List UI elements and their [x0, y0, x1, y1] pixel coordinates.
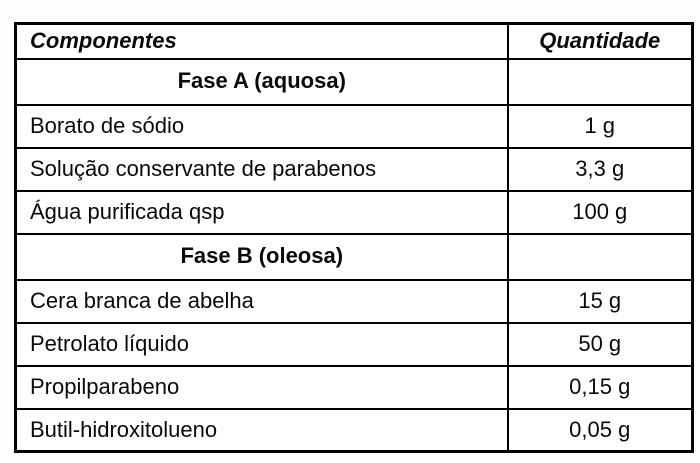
quantity-value: 3,3 g [506, 146, 694, 192]
phase-section-row: Fase A (aquosa) [14, 57, 694, 106]
table-body: Fase A (aquosa) Borato de sódio 1 g Solução… [14, 57, 694, 453]
table-header-row: Componentes Quantidade [14, 22, 694, 60]
empty-quantity-cell [506, 57, 694, 106]
table-row: Solução conservante de parabenos 3,3 g [14, 146, 694, 192]
formulation-table: Componentes Quantidade Fase A (aquosa) Bo… [14, 22, 694, 453]
component-name: Água purificada qsp [14, 189, 509, 235]
quantity-value: 0,15 g [506, 364, 694, 410]
quantity-value: 15 g [506, 278, 694, 324]
component-name: Cera branca de abelha [14, 278, 509, 324]
phase-section-label: Fase A (aquosa) [14, 57, 509, 106]
table-row: Butil-hidroxitolueno 0,05 g [14, 407, 694, 453]
quantity-value: 1 g [506, 103, 694, 149]
component-name: Butil-hidroxitolueno [14, 407, 509, 453]
quantity-value: 0,05 g [506, 407, 694, 453]
component-name: Propilparabeno [14, 364, 509, 410]
component-name: Solução conservante de parabenos [14, 146, 509, 192]
table-row: Petrolato líquido 50 g [14, 321, 694, 367]
phase-section-label: Fase B (oleosa) [14, 232, 509, 281]
table-row: Cera branca de abelha 15 g [14, 278, 694, 324]
column-header-quantidade: Quantidade [506, 22, 694, 60]
component-name: Borato de sódio [14, 103, 509, 149]
column-header-componentes: Componentes [14, 22, 509, 60]
component-name: Petrolato líquido [14, 321, 509, 367]
quantity-value: 100 g [506, 189, 694, 235]
quantity-value: 50 g [506, 321, 694, 367]
empty-quantity-cell [506, 232, 694, 281]
table-row: Água purificada qsp 100 g [14, 189, 694, 235]
phase-section-row: Fase B (oleosa) [14, 232, 694, 281]
table-row: Propilparabeno 0,15 g [14, 364, 694, 410]
table-row: Borato de sódio 1 g [14, 103, 694, 149]
